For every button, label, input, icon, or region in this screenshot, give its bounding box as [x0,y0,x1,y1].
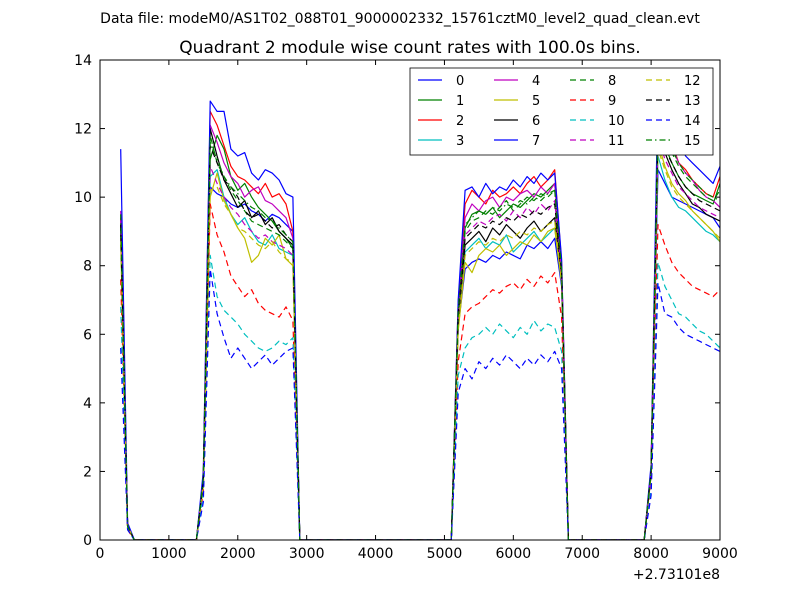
y-tick-label: 4 [83,396,92,412]
series-line-3 [120,155,720,540]
x-tick-label: 4000 [358,546,394,562]
legend-label-12: 12 [684,74,701,89]
legend-label-4: 4 [532,74,540,89]
series-line-6 [120,121,720,540]
series-line-4 [120,114,720,540]
series-line-12 [120,148,720,540]
legend-label-15: 15 [684,134,701,149]
y-tick-label: 12 [74,122,92,138]
figure-suptitle: Data file: modeM0/AS1T02_088T01_90000023… [100,11,700,27]
y-tick-label: 2 [83,464,92,480]
legend-label-9: 9 [608,94,616,109]
series-layer [120,83,720,540]
legend-label-13: 13 [684,94,701,109]
x-tick-label: 9000 [702,546,738,562]
legend-label-8: 8 [608,74,616,89]
x-tick-label: 0 [96,546,105,562]
y-tick-label: 8 [83,259,92,275]
plot-frame [99,59,721,541]
legend-label-3: 3 [456,134,464,149]
series-line-14 [120,268,720,540]
y-tick-label: 6 [83,327,92,343]
legend-label-6: 6 [532,114,540,129]
chart-title: Quadrant 2 module wise count rates with … [179,38,640,58]
x-tick-label: 7000 [564,546,600,562]
legend-label-11: 11 [608,134,625,149]
y-tick-label: 0 [83,533,92,549]
legend-label-5: 5 [532,94,540,109]
x-tick-label: 3000 [289,546,325,562]
y-tick-label: 14 [74,53,92,69]
legend-label-10: 10 [608,114,625,129]
legend-label-2: 2 [456,114,464,129]
x-offset-label: +2.73101e8 [633,567,720,583]
legend-label-14: 14 [684,114,701,129]
x-tick-label: 5000 [427,546,463,562]
x-axis: 0 1000 2000 3000 4000 5000 6000 7000 8000 9000 [96,60,738,562]
series-line-1 [120,128,720,540]
legend-label-0: 0 [456,74,464,89]
legend-label-1: 1 [456,94,464,109]
x-tick-label: 6000 [496,546,532,562]
series-line-5 [120,141,720,540]
legend-label-7: 7 [532,134,540,149]
x-tick-label: 8000 [633,546,669,562]
series-line-2 [120,107,720,540]
y-tick-label: 10 [74,190,92,206]
x-tick-label: 1000 [151,546,187,562]
series-line-7 [120,83,720,540]
x-tick-label: 2000 [220,546,256,562]
